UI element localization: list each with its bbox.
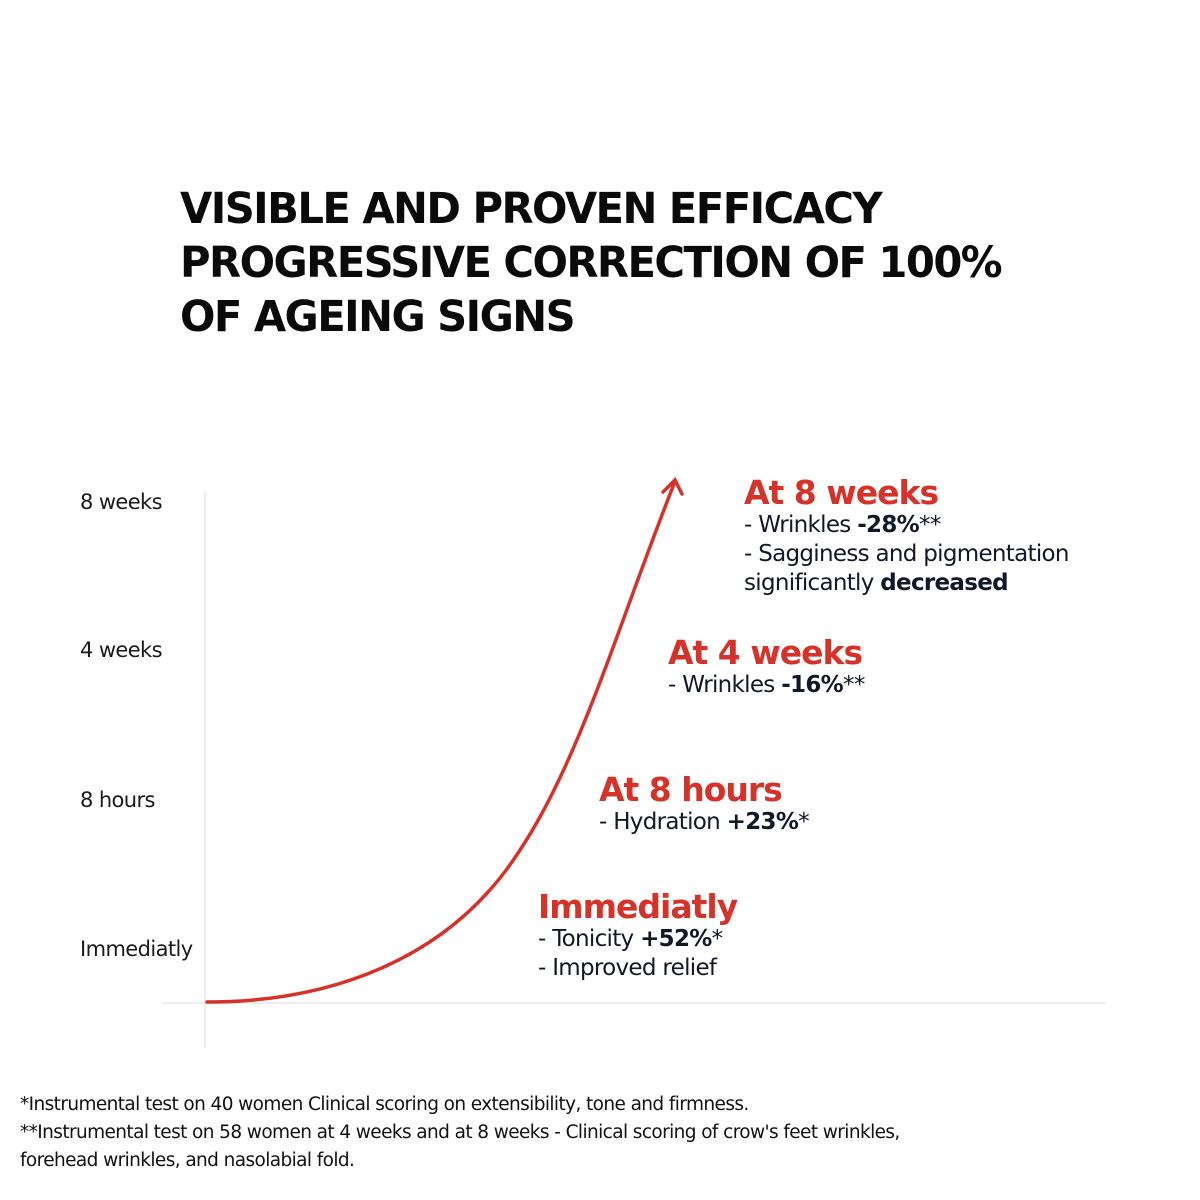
title-line-3: OF AGEING SIGNS <box>180 292 576 342</box>
milestone-result: - Wrinkles -28%** <box>744 512 941 538</box>
milestone-result: - Improved relief <box>538 955 717 981</box>
milestone-result: - Wrinkles -16%** <box>668 672 865 698</box>
footnotes: *Instrumental test on 40 women Clinical … <box>20 1091 900 1175</box>
milestone-heading: At 8 weeks <box>744 473 939 512</box>
footnote-1: *Instrumental test on 40 women Clinical … <box>20 1094 749 1115</box>
milestone-heading: Immediatly <box>538 887 738 926</box>
milestone-heading: At 4 weeks <box>668 633 863 672</box>
progress-curve <box>205 482 676 1004</box>
milestone-8-weeks: At 8 weeks - Wrinkles -28%** - Sagginess… <box>744 475 1069 598</box>
arrow-head-icon <box>661 477 684 496</box>
y-label-4-weeks: 4 weeks <box>80 638 163 662</box>
milestone-heading: At 8 hours <box>599 770 783 809</box>
milestone-result: - Sagginess and pigmentation <box>744 541 1069 567</box>
title-line-2: PROGRESSIVE CORRECTION OF 100% <box>180 238 1003 288</box>
milestone-immediately: Immediatly - Tonicity +52%* - Improved r… <box>538 887 738 983</box>
y-label-8-weeks: 8 weeks <box>80 490 163 514</box>
title-line-1: VISIBLE AND PROVEN EFFICACY <box>180 184 883 234</box>
milestone-result: - Hydration +23%* <box>599 809 810 835</box>
milestone-8-hours: At 8 hours - Hydration +23%* <box>599 770 810 837</box>
milestone-result: significantly decreased <box>744 570 1009 596</box>
milestone-4-weeks: At 4 weeks - Wrinkles -16%** <box>668 635 865 700</box>
milestone-result: - Tonicity +52%* <box>538 926 723 952</box>
page-title: VISIBLE AND PROVEN EFFICACY PROGRESSIVE … <box>180 182 1003 344</box>
footnote-2: **Instrumental test on 58 women at 4 wee… <box>20 1122 900 1143</box>
y-label-immediately: Immediatly <box>80 937 193 961</box>
y-label-8-hours: 8 hours <box>80 788 155 812</box>
footnote-3: forehead wrinkles, and nasolabial fold. <box>20 1150 355 1171</box>
